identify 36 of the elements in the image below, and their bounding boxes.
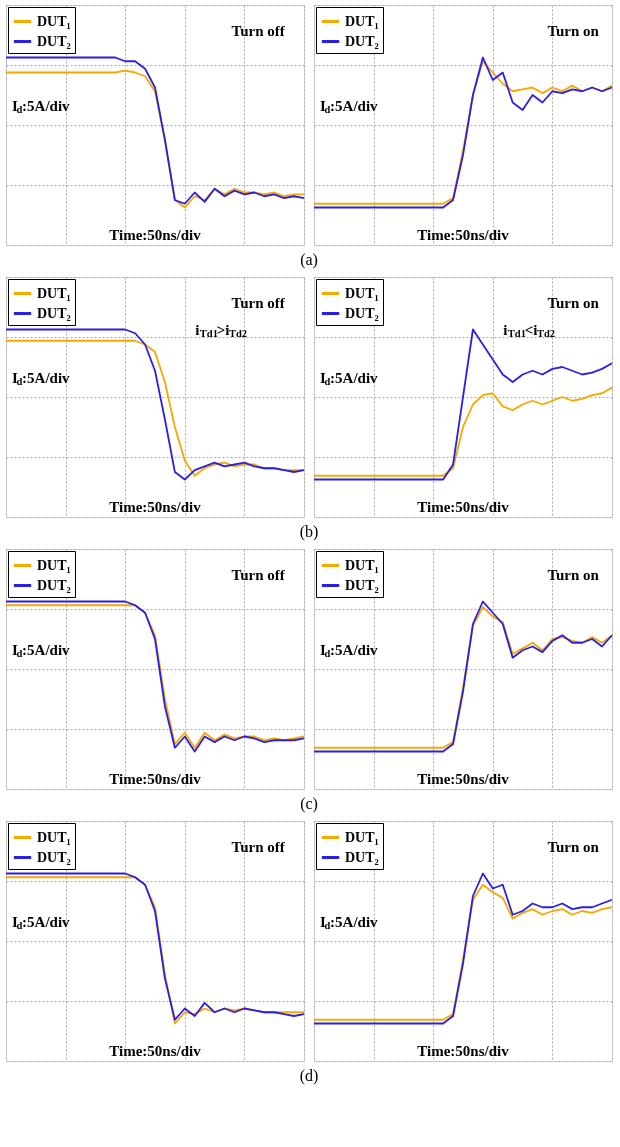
annotation: Time:50ns/div: [109, 227, 202, 243]
text: Turn on: [547, 839, 600, 855]
legend-label: DUT₁: [345, 829, 379, 845]
legend-label: DUT₁: [345, 13, 379, 29]
legend-label: DUT₂: [345, 577, 379, 593]
legend-label: DUT₂: [37, 577, 71, 593]
text: Turn off: [231, 567, 286, 583]
legend-label: DUT₂: [37, 305, 71, 321]
annotation: Time:50ns/div: [417, 771, 510, 787]
annotation: Time:50ns/div: [417, 499, 510, 515]
legend-label: DUT₁: [345, 557, 379, 573]
legend-label: DUT₁: [37, 285, 71, 301]
text: (d): [299, 1066, 319, 1085]
legend-label: DUT₁: [345, 285, 379, 301]
legend-label: DUT₂: [345, 305, 379, 321]
annotation: Time:50ns/div: [109, 1043, 202, 1059]
text: Turn on: [547, 567, 600, 583]
legend-label: DUT₁: [37, 557, 71, 573]
legend-label: DUT₂: [345, 849, 379, 865]
text: Turn off: [231, 23, 286, 39]
text: Turn on: [547, 23, 600, 39]
legend-label: DUT₁: [37, 13, 71, 29]
legend-label: DUT₂: [345, 33, 379, 49]
legend-label: DUT₂: [37, 849, 71, 865]
text: Turn off: [231, 295, 286, 311]
text: Turn off: [231, 839, 286, 855]
annotation: Time:50ns/div: [109, 771, 202, 787]
annotation: Time:50ns/div: [417, 227, 510, 243]
annotation: Time:50ns/div: [109, 499, 202, 515]
text: (a): [300, 250, 318, 269]
legend-label: DUT₁: [37, 829, 71, 845]
text: (c): [300, 794, 318, 813]
text: Turn on: [547, 295, 600, 311]
annotation: Time:50ns/div: [417, 1043, 510, 1059]
legend-label: DUT₂: [37, 33, 71, 49]
text: (b): [299, 522, 319, 541]
